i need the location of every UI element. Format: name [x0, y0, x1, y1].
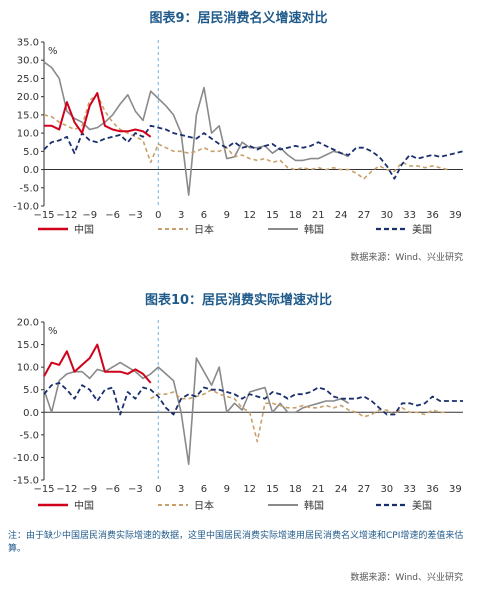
legend-label-usa: 美国: [412, 223, 432, 236]
x-tick-label: −3: [128, 210, 143, 221]
x-tick-label: 9: [224, 484, 230, 495]
y-tick-label: -5.0: [19, 430, 39, 441]
x-tick-label: −9: [82, 484, 97, 495]
real-consumption-chart: 20.015.010.05.00.0-5.0-10.0-15.0%−15 −12−…: [13, 318, 463, 512]
x-tick-label: 30: [380, 484, 393, 495]
legend-label-korea: 韩国: [304, 223, 324, 236]
x-tick-label: −15: [33, 210, 54, 221]
x-tick-label: −15: [33, 484, 54, 495]
y-tick-label: 5.0: [23, 147, 39, 158]
x-tick-label: 39: [449, 210, 462, 221]
series-line-usa: [43, 382, 463, 416]
series-line-china: [44, 92, 152, 138]
x-tick-label: 6: [201, 484, 207, 495]
x-tick-label: 15: [266, 210, 279, 221]
y-tick-label: 0.0: [23, 408, 39, 419]
series-line-korea: [43, 357, 350, 465]
x-tick-label: −6: [105, 210, 120, 221]
x-tick-label: −6: [105, 484, 120, 495]
x-tick-label: −12: [56, 210, 77, 221]
x-tick-label: 30: [380, 210, 393, 221]
x-tick-label: −9: [82, 210, 97, 221]
x-tick-label: 12: [243, 484, 256, 495]
y-tick-label: 5.0: [23, 385, 39, 396]
nominal-consumption-chart: 35.0 30.0 25.0 20.0 15.0 10.0 5.0 0.0 -5.0 -10.0%…: [13, 38, 464, 236]
x-tick-label: 6: [201, 210, 207, 221]
x-tick-label: 15: [266, 484, 279, 495]
chart2-title: 图表10：居民消费实际增速对比: [144, 293, 333, 308]
x-tick-label: 27: [358, 210, 371, 221]
y-tick-label: -15.0: [13, 476, 39, 487]
chart1-title: 图表9：居民消费名义增速对比: [149, 11, 328, 26]
y-tick-label: 15.0: [17, 110, 39, 121]
x-tick-label: 0: [155, 210, 161, 221]
x-tick-label: −3: [128, 484, 143, 495]
legend-label-korea: 韩国: [304, 499, 324, 512]
y-tick-label: 10.0: [17, 129, 39, 140]
y-tick-label: 0.0: [23, 165, 39, 176]
chart2-source: 数据来源：Wind、兴业研究: [350, 573, 463, 583]
series-line-china: [43, 343, 152, 384]
y-tick-label: 20.0: [17, 318, 39, 329]
series-line-japan: [150, 388, 448, 443]
series-line-korea: [43, 61, 350, 196]
y-tick-label: -5.0: [19, 183, 39, 194]
x-tick-label: 9: [224, 210, 230, 221]
legend-label-japan: 日本: [194, 499, 214, 512]
x-tick-label: 36: [426, 210, 439, 221]
x-tick-label: 24: [335, 210, 348, 221]
x-tick-label: 18: [289, 210, 302, 221]
y-tick-label: 15.0: [17, 340, 39, 351]
y-tick-label: 20.0: [17, 92, 39, 103]
y-tick-label: 35.0: [17, 38, 39, 49]
x-tick-label: 0: [155, 484, 161, 495]
unit-label: %: [48, 46, 58, 57]
y-tick-label: -10.0: [13, 453, 39, 464]
chart1-source: 数据来源：Wind、兴业研究: [350, 253, 463, 263]
x-tick-label: 21: [312, 210, 325, 221]
x-tick-label: 27: [358, 484, 371, 495]
legend-label-china: 中国: [74, 223, 94, 236]
x-tick-label: 33: [403, 484, 416, 495]
legend-label-japan: 日本: [194, 223, 214, 236]
y-tick-label: 30.0: [17, 56, 39, 67]
x-tick-label: −12: [56, 484, 77, 495]
y-tick-label: 10.0: [17, 363, 39, 374]
series-line-usa: [43, 124, 464, 180]
x-tick-label: 18: [289, 484, 302, 495]
x-tick-label: 36: [426, 484, 439, 495]
legend-label-usa: 美国: [412, 499, 432, 512]
y-tick-label: 25.0: [17, 74, 39, 85]
y-tick-label: -10.0: [13, 202, 39, 213]
x-tick-label: 33: [403, 210, 416, 221]
footnote: 注：由于缺少中国居民消费实际增速的数据，这里中国居民消费实际增速用居民消费名义增…: [8, 531, 464, 554]
x-tick-label: 12: [243, 210, 256, 221]
x-tick-label: 21: [312, 484, 325, 495]
x-tick-label: 24: [335, 484, 348, 495]
x-tick-label: 39: [449, 484, 462, 495]
x-tick-label: 3: [178, 484, 184, 495]
legend-label-china: 中国: [74, 499, 94, 512]
unit-label: %: [48, 326, 58, 337]
series-line-japan: [43, 94, 448, 180]
x-tick-label: 3: [178, 210, 184, 221]
